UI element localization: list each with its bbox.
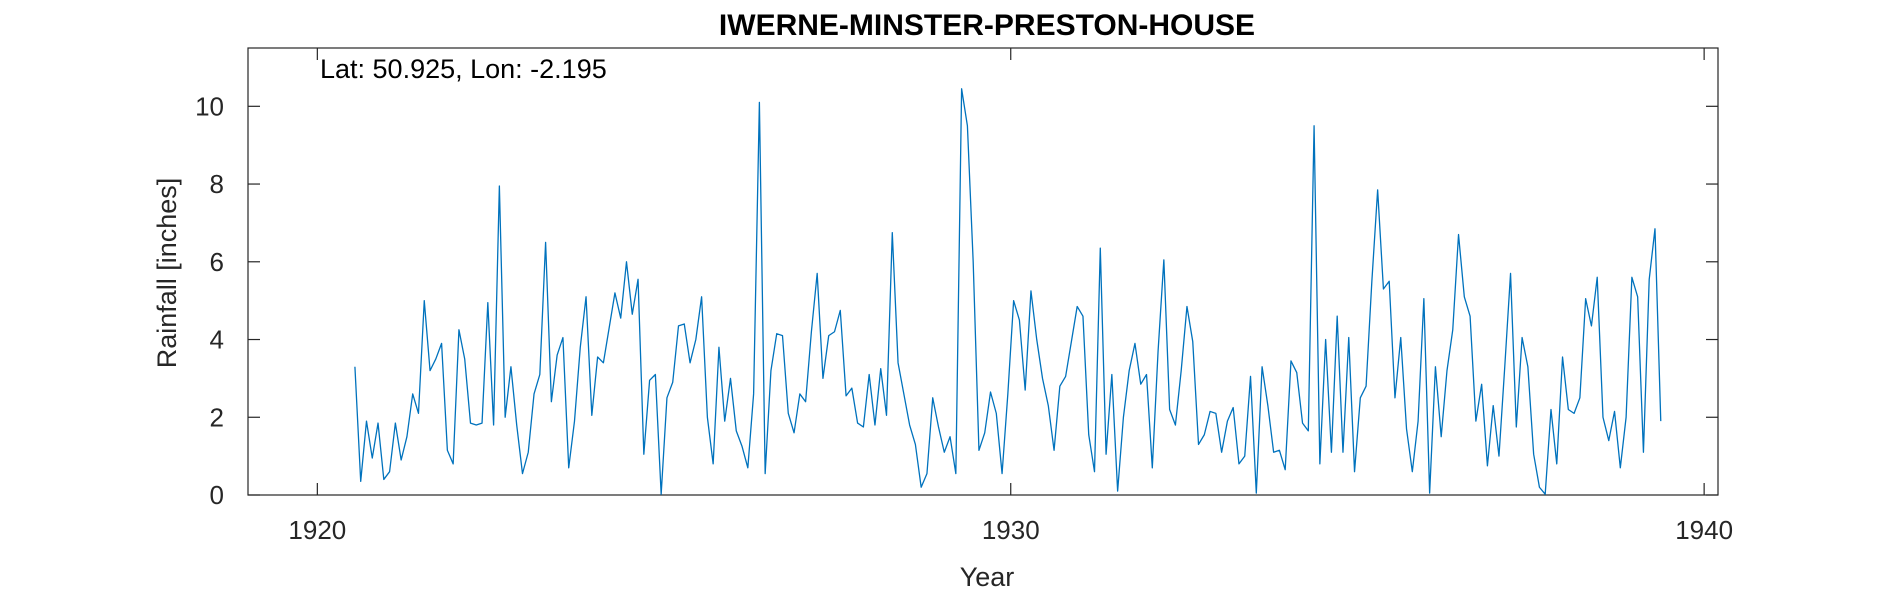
y-tick-label: 0 — [210, 480, 224, 510]
y-tick-label: 6 — [210, 247, 224, 277]
x-axis-label: Year — [960, 562, 1015, 591]
y-tick-label: 2 — [210, 402, 224, 432]
axis-ticks: 1920 1930 1940 0 2 4 6 8 10 — [195, 48, 1733, 545]
x-tick-label: 1930 — [982, 515, 1040, 545]
series-layer — [354, 88, 1662, 495]
y-tick-label: 8 — [210, 169, 224, 199]
x-tick-label: 1920 — [288, 515, 346, 545]
y-tick-label: 4 — [210, 325, 224, 355]
plot-area — [247, 47, 1719, 496]
plot-frame — [247, 47, 1719, 496]
y-axis-label: Rainfall [inches] — [152, 178, 182, 369]
rainfall-series-line — [354, 88, 1662, 495]
y-tick-label: 10 — [195, 91, 224, 121]
x-tick-label: 1940 — [1675, 515, 1733, 545]
location-annotation: Lat: 50.925, Lon: -2.195 — [320, 54, 607, 84]
chart-title: IWERNE-MINSTER-PRESTON-HOUSE — [719, 9, 1255, 42]
